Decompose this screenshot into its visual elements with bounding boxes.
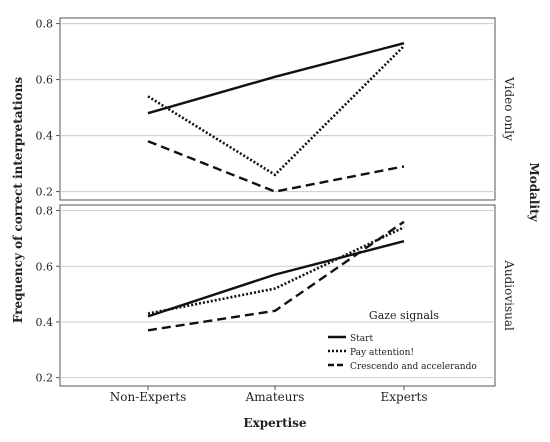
legend-entry-label: Pay attention!	[350, 348, 414, 358]
y-tick-label: 0.2	[36, 372, 54, 385]
y-tick-label: 0.8	[36, 18, 54, 31]
facet-title: Modality	[527, 162, 541, 222]
series-line-dashed	[147, 220, 405, 332]
panel-frame	[59, 17, 496, 201]
y-axis-label: Frequency of correct interpretations	[11, 77, 25, 323]
x-tick-label: Non-Experts	[110, 390, 187, 404]
x-tick-label: Experts	[380, 390, 427, 404]
panel-frame	[59, 204, 496, 387]
legend-title: Gaze signals	[369, 309, 440, 322]
panel-label: Audiovisual	[502, 259, 516, 331]
series-line-dotted	[147, 45, 405, 177]
y-tick-label: 0.4	[36, 130, 54, 143]
x-axis-label: Expertise	[243, 416, 307, 430]
series-line-dashed	[147, 140, 405, 193]
y-tick-label: 0.2	[36, 186, 54, 199]
y-tick-label: 0.8	[36, 205, 54, 218]
y-tick-label: 0.6	[36, 260, 54, 273]
panel-label: Video only	[502, 76, 516, 141]
legend-entry-label: Crescendo and accelerando	[350, 362, 477, 372]
y-tick-label: 0.6	[36, 74, 54, 87]
legend-entry-label: Start	[350, 334, 373, 344]
series-line-dotted	[147, 226, 405, 315]
x-tick-label: Amateurs	[245, 390, 305, 404]
series-line-solid	[147, 42, 405, 115]
y-tick-label: 0.4	[36, 316, 54, 329]
